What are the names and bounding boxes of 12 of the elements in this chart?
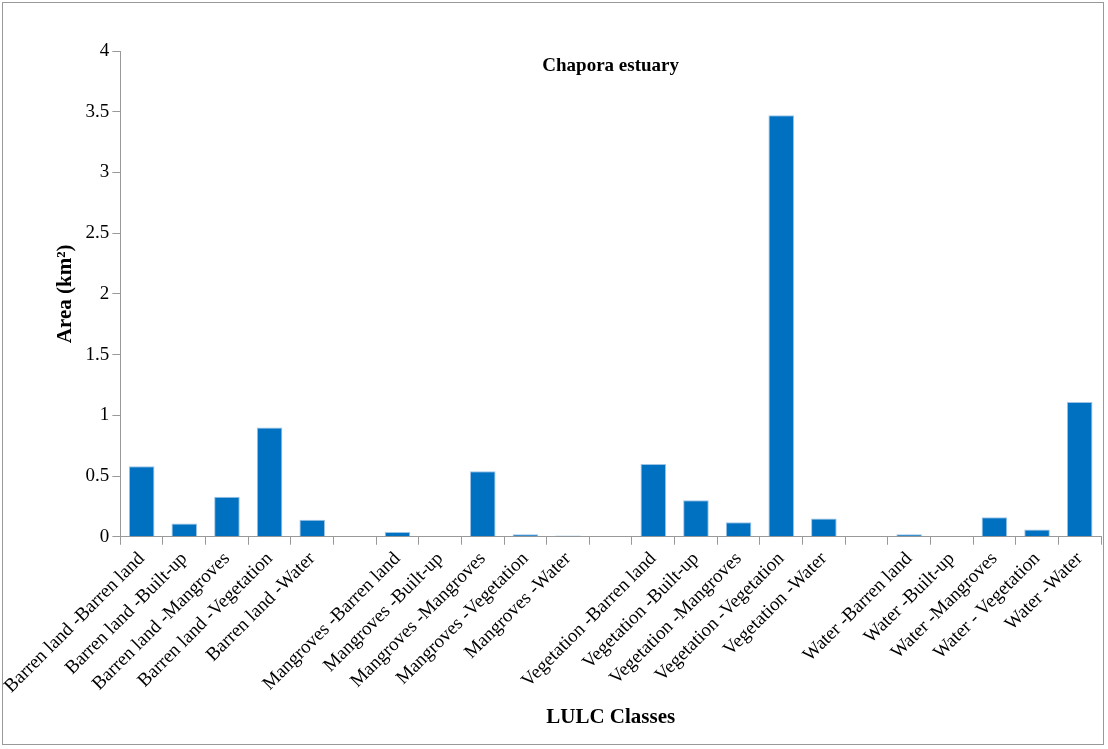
chart-title: Chapora estuary — [542, 54, 680, 76]
y-tick-label: 3 — [99, 160, 110, 182]
y-tick-label: 0 — [99, 524, 110, 546]
y-axis-title: Area (km²) — [52, 244, 77, 344]
x-axis-title: LULC Classes — [546, 703, 676, 728]
y-tick-label: 1 — [99, 403, 110, 425]
y-tick-label: 4 — [99, 38, 110, 60]
y-tick-label: 1.5 — [85, 342, 110, 364]
y-tick-label: 3.5 — [85, 99, 110, 121]
y-tick-label: 2.5 — [85, 221, 110, 243]
y-tick-label: 2 — [99, 281, 110, 303]
y-tick-label: 0.5 — [85, 464, 110, 486]
